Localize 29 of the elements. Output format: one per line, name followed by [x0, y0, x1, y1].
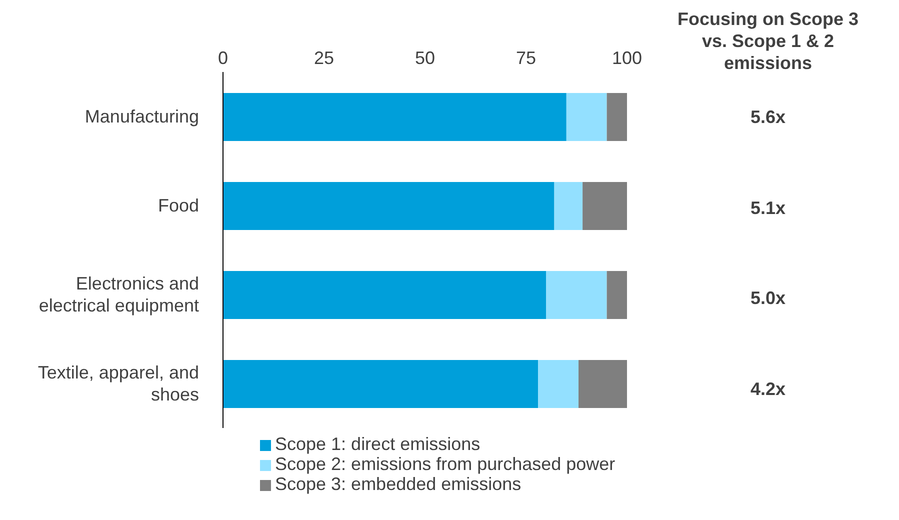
text: Focusing on Scope 3 vs. Scope 1 & 2 emissions [676, 8, 860, 74]
legend-label: Scope 3: embedded emissions [275, 474, 522, 494]
bar [606, 93, 627, 141]
x-tick-label: 75 [516, 48, 536, 68]
legend-label: Scope 1: direct emissions [275, 434, 480, 454]
x-tick-label: 0 [218, 48, 228, 68]
text: 5.6x [749, 106, 787, 128]
bar [566, 93, 607, 141]
x-tick-label: 50 [414, 48, 436, 68]
legend-label: Scope 2: emissions from purchased power [275, 454, 616, 474]
bar [606, 271, 627, 319]
bar [223, 360, 538, 408]
text: 4.2x [749, 378, 787, 400]
bar [582, 182, 627, 230]
bar [223, 182, 554, 230]
text: 5.1x [749, 196, 787, 219]
y-tick-label: Electronics and electrical equipment [38, 274, 199, 316]
y-tick-label: Textile, apparel, and shoes [38, 362, 199, 404]
y-tick-label: Manufacturing [84, 106, 199, 126]
x-tick-label: 100 [612, 48, 642, 68]
bar [223, 93, 566, 141]
x-tick-label: 25 [314, 48, 334, 68]
bar [538, 360, 579, 408]
bar [546, 271, 607, 319]
bar [578, 360, 627, 408]
bar [554, 182, 583, 230]
y-tick-label: Food [158, 196, 199, 216]
bar [223, 271, 546, 319]
text: 5.0x [749, 287, 787, 310]
